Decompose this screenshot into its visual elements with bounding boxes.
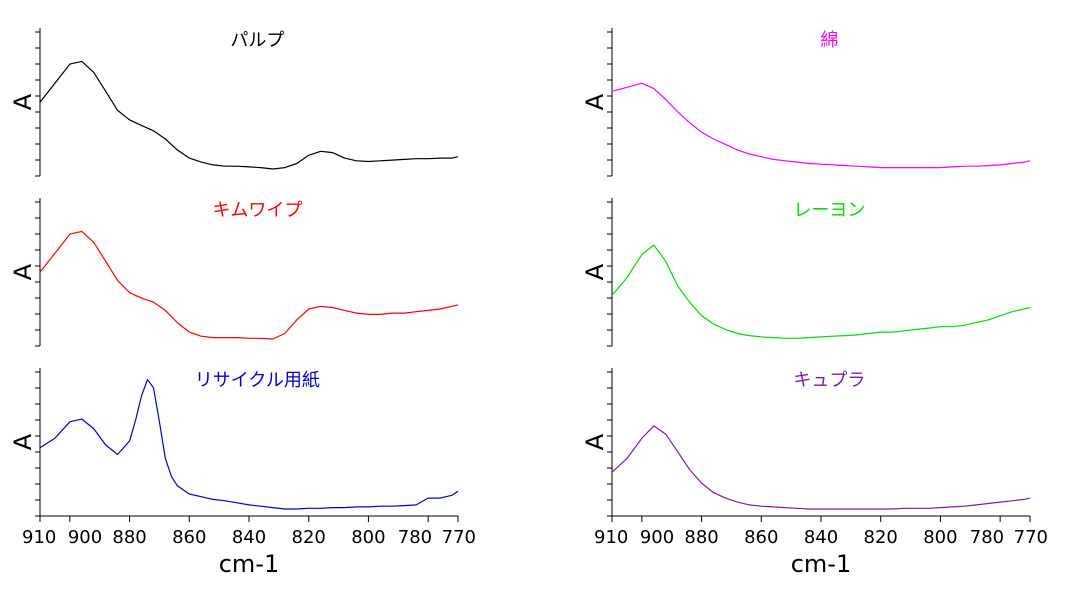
x-axis-label: cm-1 [791, 550, 852, 578]
y-axis-label: A [9, 263, 37, 280]
y-axis-label: A [581, 433, 609, 450]
x-tick-label: 770 [442, 527, 476, 548]
x-tick-label: 780 [398, 527, 432, 548]
y-axis-label: A [581, 263, 609, 280]
series-line [39, 230, 459, 340]
x-tick-label: 820 [864, 527, 898, 548]
y-axis-label: A [9, 93, 37, 110]
series-line [611, 244, 1031, 339]
x-tick-label: 780 [970, 527, 1004, 548]
panel-title: キムワイプ [212, 200, 302, 221]
x-tick-label: 860 [172, 527, 206, 548]
x-tick-label: 910 [22, 527, 56, 548]
x-tick-label: 800 [923, 527, 957, 548]
series-line [611, 425, 1031, 510]
x-tick-label: 880 [112, 527, 146, 548]
panel-title: パルプ [230, 30, 284, 51]
x-tick-label: 800 [351, 527, 385, 548]
x-tick-label: 840 [804, 527, 838, 548]
panel-title: レーヨン [793, 200, 865, 221]
x-tick-label: 900 [68, 527, 102, 548]
x-tick-label: 820 [292, 527, 326, 548]
x-tick-label: 880 [684, 527, 718, 548]
series-line [39, 379, 459, 510]
x-tick-label: 900 [640, 527, 674, 548]
panel-title: 綿 [820, 30, 838, 51]
panel-title: リサイクル用紙 [195, 370, 320, 391]
series-line [39, 60, 459, 170]
x-tick-label: 840 [232, 527, 266, 548]
series-line [611, 82, 1031, 169]
x-axis-label: cm-1 [219, 550, 280, 578]
panel-title: キュプラ [793, 370, 865, 391]
x-tick-label: 910 [594, 527, 628, 548]
x-tick-label: 770 [1014, 527, 1048, 548]
x-tick-label: 860 [744, 527, 778, 548]
y-axis-label: A [581, 93, 609, 110]
y-axis-label: A [9, 433, 37, 450]
